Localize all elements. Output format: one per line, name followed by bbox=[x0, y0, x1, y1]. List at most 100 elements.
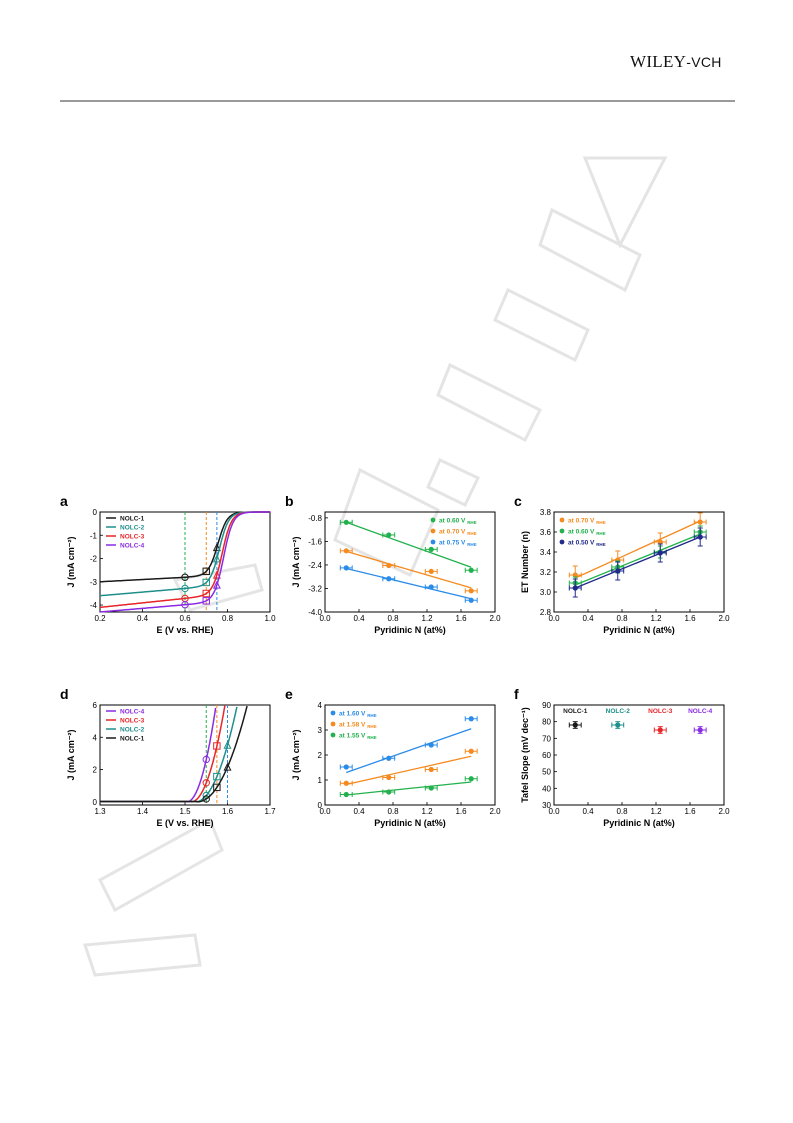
chart-e: e 0.0 0.4 0.8 1.2 1.6 2.0 0 1 2 3 4 Pyridinic N (at%… bbox=[285, 686, 501, 828]
header-rule bbox=[60, 100, 735, 102]
data-point bbox=[202, 597, 210, 605]
plot-frame bbox=[553, 704, 725, 806]
data-point bbox=[212, 580, 221, 589]
x-tick-label: 1.3 bbox=[94, 807, 106, 816]
x-axis-label: E (V vs. RHE) bbox=[156, 818, 213, 828]
legend-label: at 1.60 V RHE bbox=[339, 711, 377, 719]
fit-line bbox=[575, 536, 701, 589]
y-tick-label: 2.8 bbox=[540, 608, 552, 617]
chart-d: d 1.3 1.4 1.5 1.6 1.7 0 2 4 6 E (V vs. RHE) J (mA c… bbox=[60, 686, 276, 828]
chart-b: b 0.0 0.4 0.8 1.2 1.6 2.0 -4.0 -3.2 -2.4 -1.6 -0.8 P… bbox=[285, 493, 501, 635]
fit-line bbox=[346, 728, 472, 774]
x-tick-label: 1.2 bbox=[421, 614, 433, 623]
panel-label: d bbox=[60, 686, 69, 702]
chart-c: c 0.0 0.4 0.8 1.2 1.6 2.0 2.8 3.0 3.2 3.4 3.6 3.8 Pyr… bbox=[514, 493, 730, 635]
y-axis-label: J (mA cm⁻²) bbox=[291, 730, 301, 781]
x-tick-label: 0.8 bbox=[616, 807, 628, 816]
y-tick-label: 3 bbox=[318, 726, 323, 735]
fit-line bbox=[346, 781, 472, 796]
data-point bbox=[572, 572, 578, 578]
x-tick-label: 0.8 bbox=[616, 614, 628, 623]
y-tick-label: 3.0 bbox=[540, 588, 552, 597]
x-tick-label: 0.0 bbox=[548, 807, 560, 816]
x-tick-label: 0.8 bbox=[222, 614, 234, 623]
y-tick-label: 60 bbox=[542, 751, 551, 760]
y-tick-label: 0 bbox=[318, 801, 323, 810]
x-tick-label: 1.6 bbox=[222, 807, 234, 816]
y-tick-label: -3 bbox=[90, 578, 98, 587]
data-point bbox=[697, 727, 703, 733]
data-point bbox=[212, 554, 221, 563]
data-point bbox=[657, 550, 663, 556]
panel-label: c bbox=[514, 493, 522, 509]
legend-label: at 1.55 V RHE bbox=[339, 733, 377, 741]
fit-line bbox=[346, 567, 472, 600]
point-label: NOLC-1 bbox=[563, 708, 588, 715]
y-axis-label: J (mA cm⁻²) bbox=[66, 537, 76, 588]
chart-f: f 0.0 0.4 0.8 1.2 1.6 2.0 30 40 50 60 70 80 90 Pyridin… bbox=[514, 686, 730, 828]
wiley-vch-logo: WILEY-VCH bbox=[630, 52, 722, 72]
watermark-glyph bbox=[538, 207, 642, 293]
data-point bbox=[386, 562, 392, 569]
data-point bbox=[213, 742, 221, 750]
x-tick-label: 1.6 bbox=[455, 807, 467, 816]
data-point bbox=[343, 764, 349, 770]
y-tick-label: 0 bbox=[93, 798, 98, 807]
legend-marker bbox=[559, 528, 565, 534]
data-point bbox=[343, 791, 349, 798]
panel-label: f bbox=[514, 686, 519, 702]
data-point bbox=[386, 755, 392, 761]
data-point bbox=[468, 716, 474, 722]
point-label: NOLC-4 bbox=[688, 708, 713, 715]
fit-line bbox=[574, 520, 701, 579]
legend-marker bbox=[430, 517, 436, 523]
x-tick-label: 1.7 bbox=[264, 807, 276, 816]
legend-label: NOLC-2 bbox=[120, 727, 145, 734]
x-tick-label: 1.2 bbox=[650, 614, 662, 623]
x-tick-label: 0.8 bbox=[387, 807, 399, 816]
legend-label: at 0.75 V RHE bbox=[439, 540, 477, 548]
data-point bbox=[428, 742, 434, 748]
y-tick-label: -4.0 bbox=[308, 608, 322, 617]
brand-sub: -VCH bbox=[686, 54, 722, 70]
y-tick-label: 40 bbox=[542, 784, 551, 793]
x-tick-label: 0.8 bbox=[387, 614, 399, 623]
y-tick-label: -1.6 bbox=[308, 537, 322, 546]
series-line bbox=[100, 707, 217, 803]
data-point bbox=[468, 597, 474, 603]
x-tick-label: 0.6 bbox=[179, 614, 191, 623]
legend-marker bbox=[330, 710, 336, 716]
figure-panel-e: e 0.0 0.4 0.8 1.2 1.6 2.0 0 1 2 3 4 Pyridinic N (at%… bbox=[283, 683, 513, 833]
x-tick-label: 0.4 bbox=[353, 614, 365, 623]
legend-subscript: RHE bbox=[367, 724, 377, 729]
data-point bbox=[468, 588, 474, 594]
data-point bbox=[181, 601, 189, 609]
legend-subscript: RHE bbox=[467, 520, 477, 525]
x-tick-label: 1.6 bbox=[455, 614, 467, 623]
data-point bbox=[202, 589, 210, 598]
watermark-glyph bbox=[436, 362, 543, 443]
point-label: NOLC-2 bbox=[606, 708, 631, 715]
data-point bbox=[468, 748, 474, 754]
legend-marker bbox=[559, 517, 565, 523]
data-point bbox=[181, 584, 189, 593]
x-tick-label: 0.4 bbox=[353, 807, 365, 816]
legend-label: at 0.70 V RHE bbox=[568, 518, 606, 526]
data-point bbox=[343, 519, 349, 525]
y-tick-label: -0.8 bbox=[308, 514, 322, 523]
x-axis-label: Pyridinic N (at%) bbox=[603, 625, 675, 635]
y-tick-label: 90 bbox=[542, 701, 551, 710]
y-tick-label: -4 bbox=[90, 601, 98, 610]
legend-label: NOLC-1 bbox=[120, 736, 145, 743]
point-label: NOLC-3 bbox=[648, 708, 673, 715]
y-tick-label: 4 bbox=[93, 733, 98, 742]
x-tick-label: 1.6 bbox=[684, 807, 696, 816]
legend-subscript: RHE bbox=[596, 531, 606, 536]
y-tick-label: 80 bbox=[542, 718, 551, 727]
y-tick-label: 3.4 bbox=[540, 548, 552, 557]
data-point bbox=[202, 567, 210, 576]
data-point bbox=[343, 780, 349, 786]
data-point bbox=[657, 727, 663, 733]
legend-marker bbox=[559, 539, 565, 545]
x-axis-label: Pyridinic N (at%) bbox=[603, 818, 675, 828]
